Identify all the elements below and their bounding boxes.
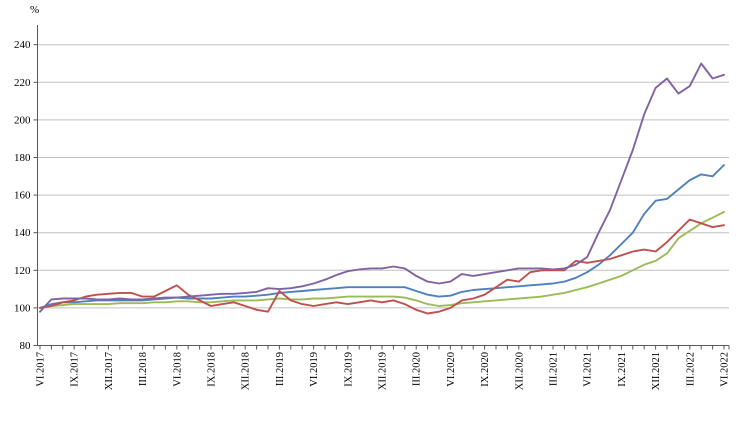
chart-legend: Промишленост - общо Добивна промишленост… [0,398,740,446]
x-tick-label: III.2021 [549,352,560,386]
series-line-0 [39,164,725,309]
x-tick-label: XII.2020 [514,352,525,390]
axes [37,25,729,346]
x-tick-label: IX.2018 [207,352,218,387]
series-line-2 [39,211,725,309]
series-line-3 [39,62,725,313]
y-axis-ticks-labels: 80 100 120 140 160 180 200 220 240 [14,39,38,352]
x-tick-label: VI.2019 [309,352,320,387]
x-tick-label: XII.2019 [378,352,389,390]
x-tick-label: III.2022 [685,352,696,386]
x-tick-label: III.2019 [275,352,286,386]
chart-svg: 80 100 120 140 160 180 200 220 240 VI.2017 IX.2017… [14,25,731,390]
x-tick-label: IX.2019 [343,352,354,387]
y-tick-label: 240 [14,39,31,51]
y-axis-unit-label: % [30,4,40,16]
x-tick-label: IX.2021 [617,352,628,387]
gridlines [37,44,729,309]
x-tick-label: III.2020 [412,352,423,386]
x-tick-label: XII.2017 [104,352,115,390]
x-tick-label: VI.2018 [172,352,183,387]
x-tick-label: III.2018 [138,352,149,386]
x-tick-label: IX.2020 [480,352,491,387]
x-tick-label: VI.2017 [36,352,47,387]
x-tick-label: XII.2021 [651,352,662,390]
y-tick-label: 80 [20,340,32,352]
x-tick-label: XII.2018 [241,352,252,390]
y-tick-label: 220 [14,77,31,89]
x-axis-ticks-labels: VI.2017 IX.2017 XII.2017 III.2018 VI.2018 IX.… [36,345,731,390]
y-tick-label: 120 [14,265,31,277]
x-tick-label: IX.2017 [70,352,81,387]
y-tick-label: 100 [14,302,31,314]
x-tick-label: VI.2021 [583,352,594,387]
y-tick-label: 200 [14,114,31,126]
x-tick-label: VI.2020 [446,352,457,387]
x-tick-label: VI.2022 [720,352,731,387]
series-line-1 [39,218,725,315]
y-tick-label: 140 [14,227,31,239]
y-tick-label: 180 [14,152,31,164]
y-tick-label: 160 [14,190,31,202]
